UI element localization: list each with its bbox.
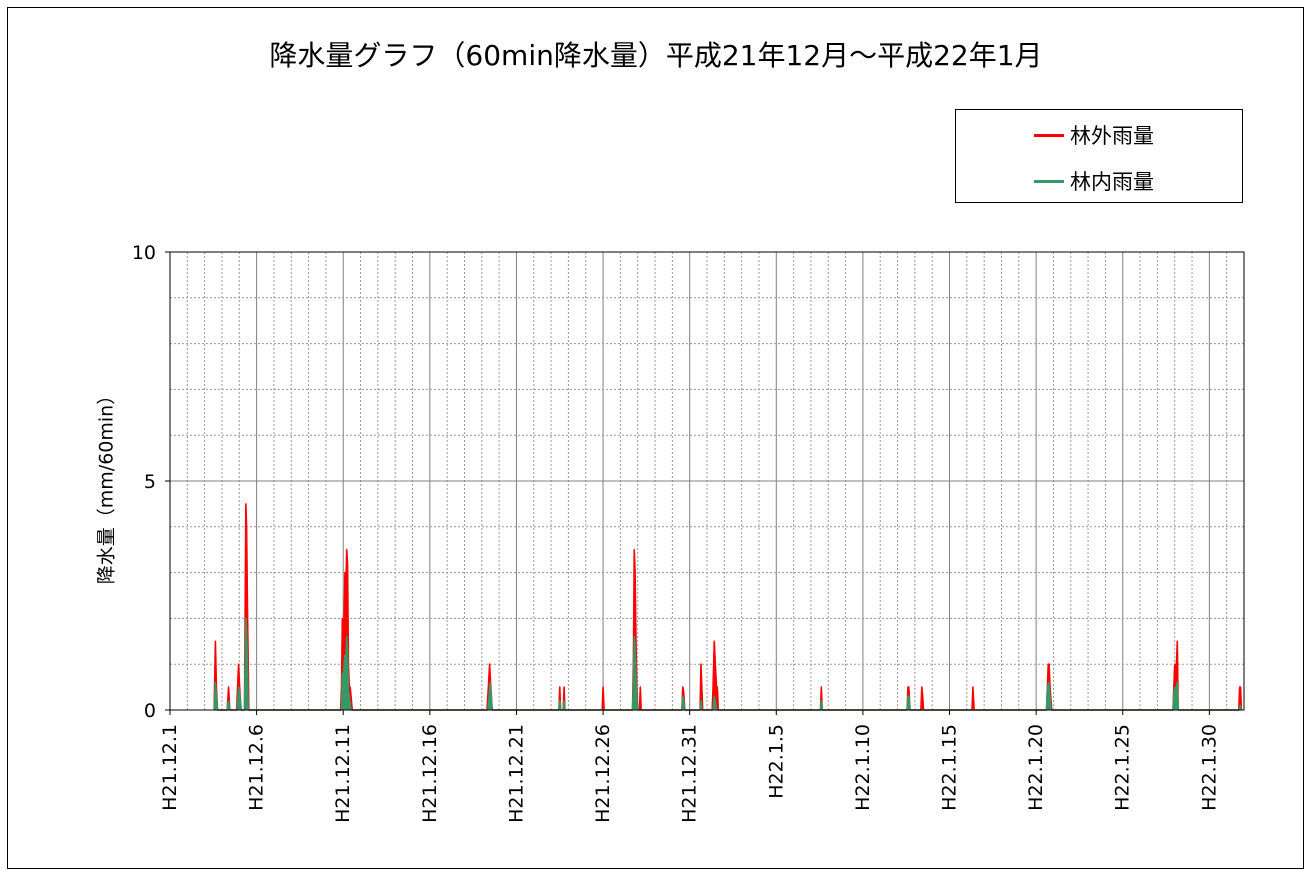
legend-item-outside: 林外雨量	[1034, 120, 1154, 150]
y-tick-label: 0	[144, 700, 156, 722]
x-tick-label: H22.1.5	[765, 724, 787, 799]
y-tick-label: 5	[144, 471, 156, 493]
legend-swatch-inside	[1034, 179, 1064, 183]
x-tick-label: H21.12.6	[246, 724, 268, 811]
legend: 林外雨量 林内雨量	[955, 109, 1243, 203]
x-tick-label: H21.12.21	[505, 724, 527, 823]
y-axis-title: 降水量（mm/60min）	[95, 385, 118, 585]
x-tick-label: H22.1.15	[939, 724, 961, 811]
x-tick-label: H22.1.30	[1198, 724, 1220, 811]
x-tick-label: H21.12.31	[679, 724, 701, 823]
y-tick-label: 10	[132, 242, 156, 264]
legend-swatch-outside	[1034, 133, 1064, 137]
series-line-1	[213, 617, 1243, 711]
x-tick-label: H21.12.11	[332, 724, 354, 823]
chart-title: 降水量グラフ（60min降水量）平成21年12月～平成22年1月	[269, 39, 1043, 72]
x-tick-label: H21.12.26	[592, 724, 614, 823]
x-tick-label: H22.1.25	[1112, 724, 1134, 811]
legend-label-outside: 林外雨量	[1070, 124, 1154, 148]
legend-label-inside: 林内雨量	[1070, 170, 1154, 194]
legend-item-inside: 林内雨量	[1034, 166, 1154, 196]
x-tick-label: H22.1.10	[852, 724, 874, 811]
x-tick-label: H22.1.20	[1025, 724, 1047, 811]
x-tick-label: H21.12.16	[419, 724, 441, 823]
x-tick-label: H21.12.1	[159, 724, 181, 811]
